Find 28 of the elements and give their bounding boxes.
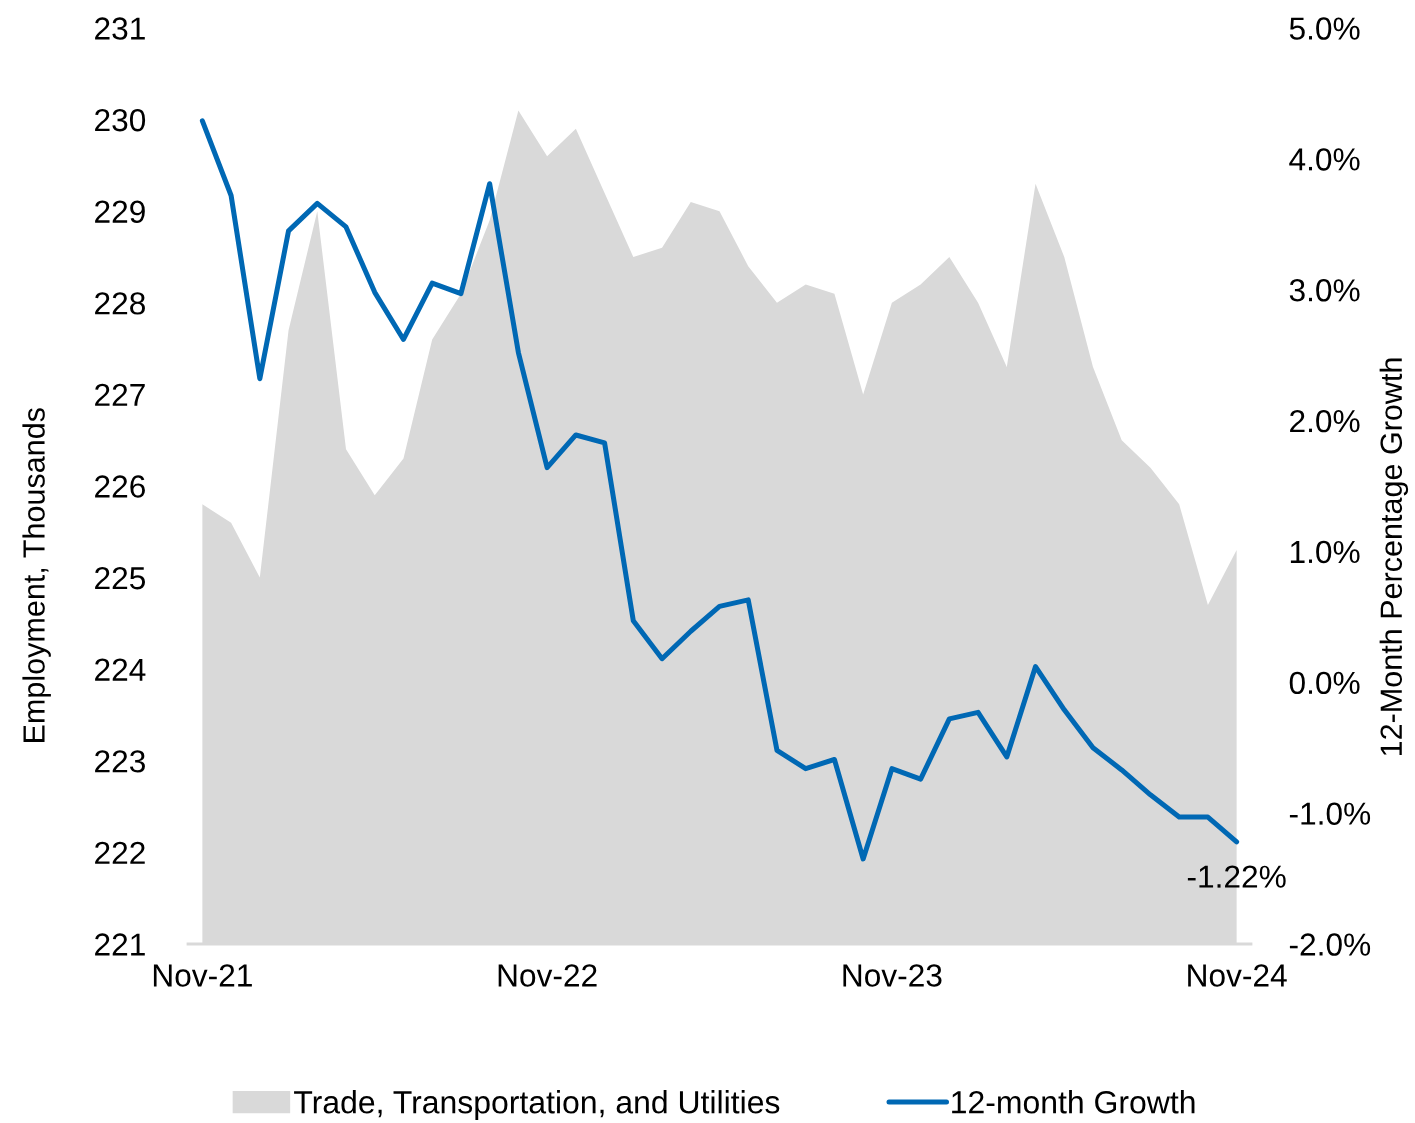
y-tick-label: 231: [95, 17, 145, 40]
y-tick-label: 221: [95, 933, 145, 956]
legend-label: Trade, Transportation, and Utilities: [294, 1090, 780, 1120]
y-tick-label: 226: [95, 475, 145, 498]
y-axis-title: Employment, Thousands: [22, 408, 51, 742]
x-tick-label: Nov-22: [498, 964, 597, 987]
y2-tick-label: 1.0%: [1290, 540, 1360, 564]
y2-axis-title: 12-Month Percentage Growth: [1379, 358, 1409, 756]
legend-label: 12-month Growth: [952, 1090, 1195, 1114]
y-tick-label: 223: [95, 750, 145, 773]
y-tick-label: 228: [95, 292, 145, 315]
x-tick-label: Nov-24: [1188, 964, 1287, 987]
y-tick-label: 227: [95, 383, 145, 406]
y2-tick-label: 5.0%: [1289, 17, 1360, 40]
y-tick-label: 222: [95, 841, 145, 864]
y2-tick-label: 0.0%: [1289, 671, 1360, 695]
y2-tick-label: -1.0%: [1289, 802, 1371, 825]
y2-tick-label: 2.0%: [1290, 409, 1360, 433]
y2-tick-label: -2.0%: [1289, 933, 1371, 956]
y2-tick-label: 3.0%: [1289, 279, 1360, 302]
y-tick-label: 230: [95, 108, 146, 132]
data-label: -1.22%: [1187, 865, 1286, 888]
y2-tick-label: 4.0%: [1289, 148, 1360, 171]
x-tick-label: Nov-21: [153, 964, 252, 987]
y-tick-label: 224: [95, 658, 146, 681]
x-tick-label: Nov-23: [843, 964, 942, 987]
y-tick-label: 225: [95, 566, 146, 590]
y-tick-label: 229: [95, 200, 145, 223]
